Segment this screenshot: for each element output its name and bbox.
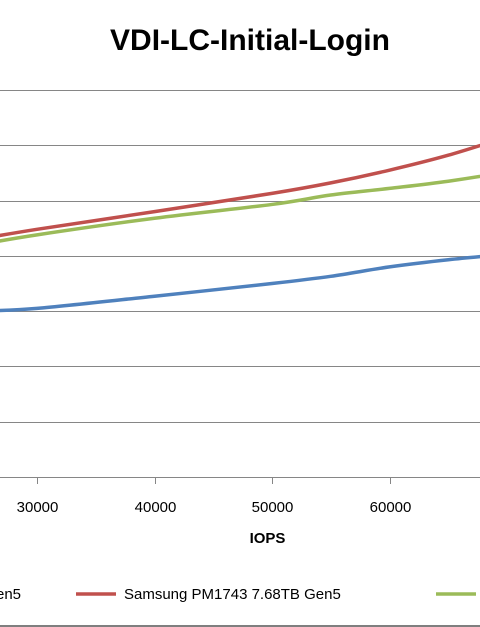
chart-title: VDI-LC-Initial-Login <box>110 24 390 57</box>
series-layer <box>0 143 480 313</box>
x-tick-label: 60000 <box>370 499 412 516</box>
grid-layer <box>0 90 480 423</box>
series-line-1 <box>0 254 480 313</box>
series-line-2 <box>0 143 480 238</box>
axis-layer: 3000040000500006000070000 <box>0 477 480 516</box>
x-tick-label: 30000 <box>17 499 59 516</box>
legend: en5 Samsung PM1743 7.68TB Gen5 <box>0 586 476 603</box>
x-tick-label: 50000 <box>252 499 294 516</box>
x-axis-label: IOPS <box>249 530 286 547</box>
series-line-3 <box>0 174 480 243</box>
x-tick-label: 40000 <box>135 499 177 516</box>
legend-label-1: en5 <box>0 586 21 603</box>
legend-label-2: Samsung PM1743 7.68TB Gen5 <box>124 586 341 603</box>
